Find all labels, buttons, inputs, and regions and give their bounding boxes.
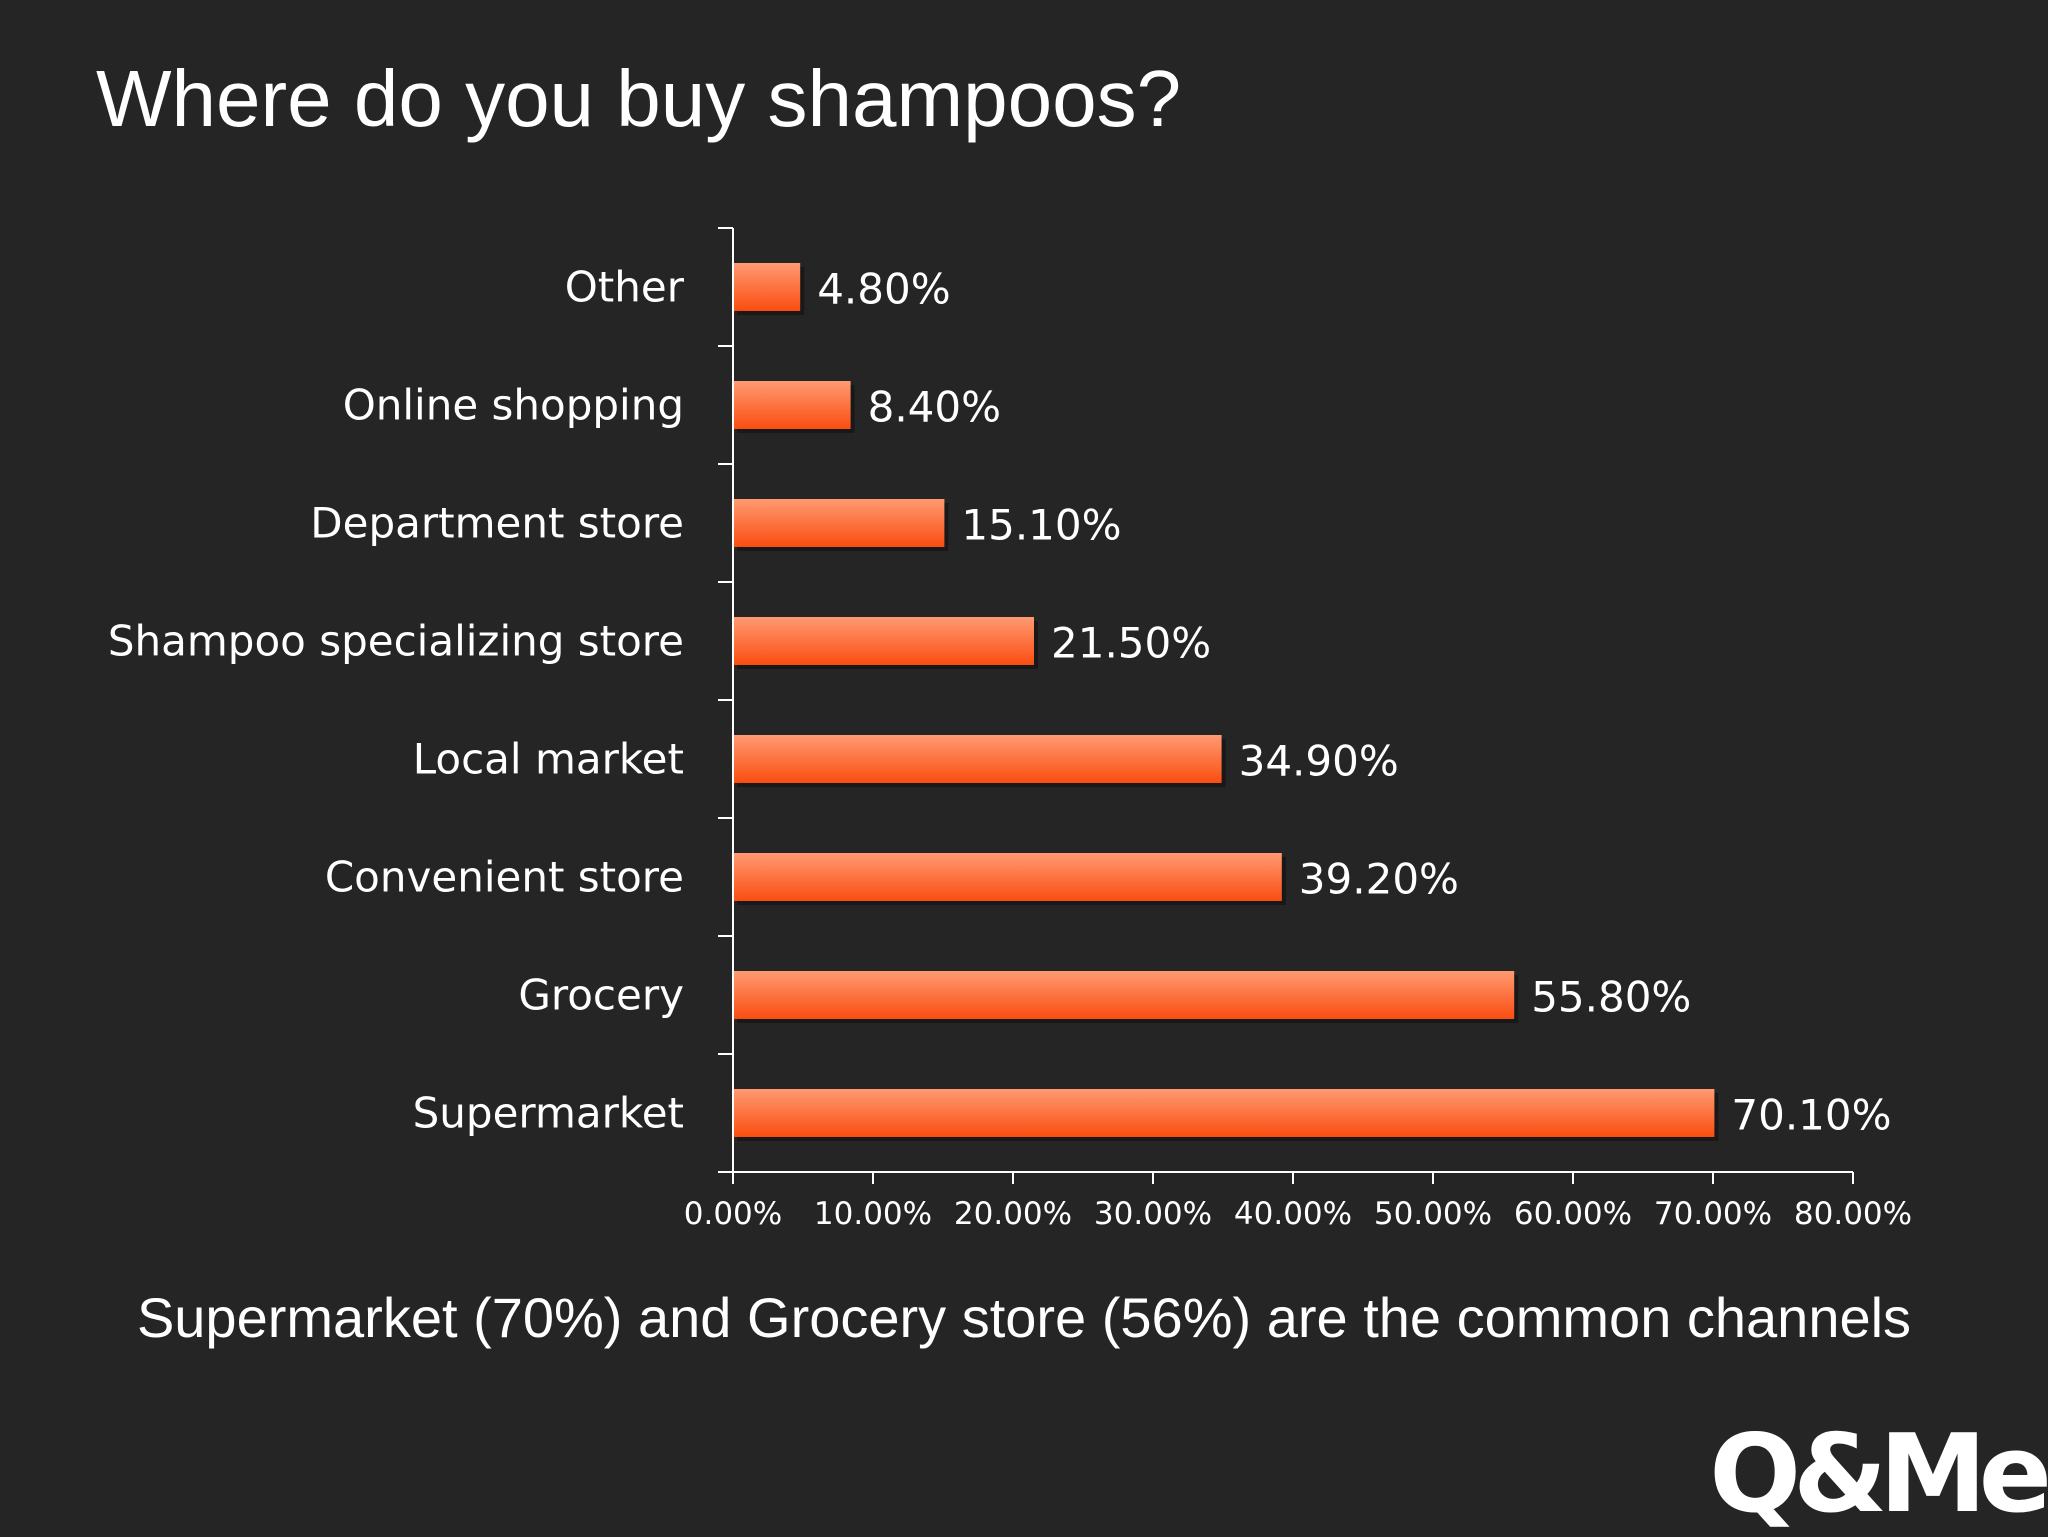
- x-tick-label: 40.00%: [1234, 1196, 1352, 1232]
- category-label: Online shopping: [343, 381, 684, 430]
- value-label: 21.50%: [1051, 619, 1211, 668]
- category-label: Local market: [413, 735, 684, 784]
- value-label: 39.20%: [1299, 855, 1459, 904]
- bar-online-shopping: [733, 381, 851, 429]
- labels-layer: Other 4.80% Online shopping 8.40% Department…: [108, 263, 1912, 1233]
- x-tick-label: 10.00%: [814, 1196, 932, 1232]
- x-tick-label: 80.00%: [1794, 1196, 1912, 1232]
- axis-layer: [718, 227, 1854, 1184]
- bar-other: [733, 263, 801, 311]
- x-tick-label: 0.00%: [684, 1196, 782, 1232]
- value-label: 70.10%: [1731, 1091, 1891, 1140]
- bar-supermarket: [733, 1089, 1715, 1137]
- slide-title: Where do you buy shampoos?: [96, 54, 1182, 143]
- category-label: Shampoo specializing store: [108, 617, 684, 666]
- category-label: Other: [565, 263, 685, 312]
- category-label: Convenient store: [325, 853, 684, 902]
- x-tick-label: 50.00%: [1374, 1196, 1492, 1232]
- x-tick-label: 70.00%: [1654, 1196, 1772, 1232]
- value-label: 15.10%: [961, 501, 1121, 550]
- x-tick-label: 60.00%: [1514, 1196, 1632, 1232]
- bar-convenient-store: [733, 853, 1282, 901]
- category-label: Supermarket: [413, 1089, 684, 1138]
- value-label: 55.80%: [1531, 973, 1691, 1022]
- category-label: Department store: [310, 499, 684, 548]
- bar-local-market: [733, 735, 1222, 783]
- bars-layer: [733, 263, 1719, 1141]
- slide-caption: Supermarket (70%) and Grocery store (56%…: [136, 1286, 1912, 1349]
- category-label: Grocery: [518, 971, 684, 1020]
- value-label: 4.80%: [817, 265, 950, 314]
- value-label: 34.90%: [1239, 737, 1399, 786]
- value-label: 8.40%: [868, 383, 1001, 432]
- bar-grocery: [733, 971, 1515, 1019]
- logo-text: Q&Me: [1709, 1412, 2048, 1537]
- bar-shampoo-specializing-store: [733, 617, 1034, 665]
- bar-department-store: [733, 499, 945, 547]
- q-and-me-logo: Q&Me: [1709, 1420, 2048, 1530]
- x-tick-label: 30.00%: [1094, 1196, 1212, 1232]
- x-tick-label: 20.00%: [954, 1196, 1072, 1232]
